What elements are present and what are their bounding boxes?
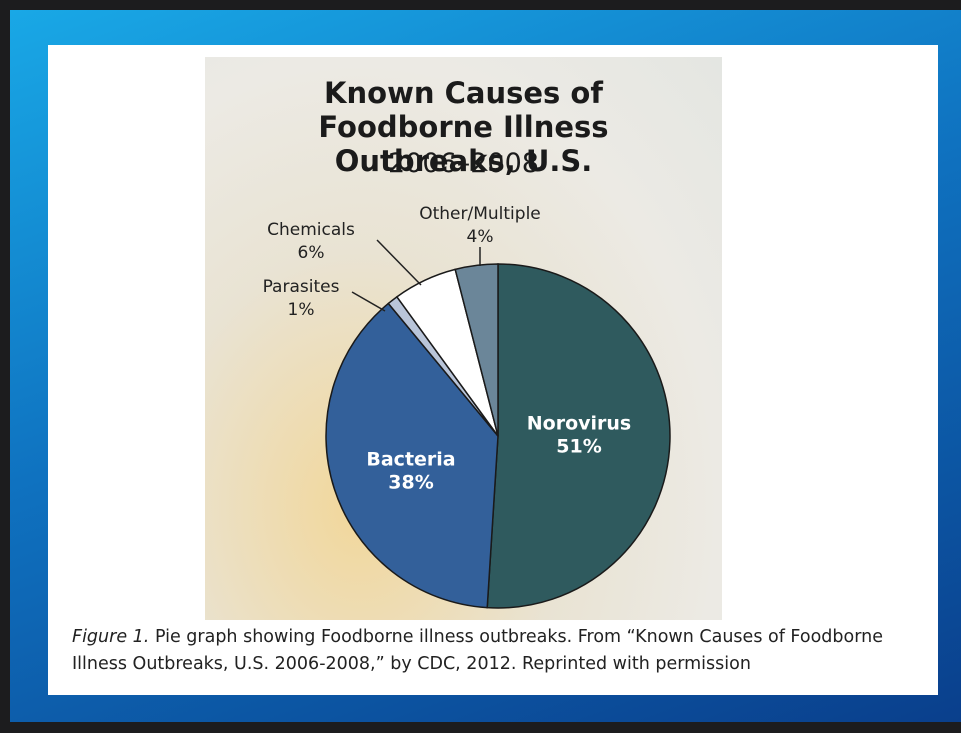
- chart-title: Known Causes of Foodborne Illness Outbre…: [318, 76, 609, 178]
- pie-slice: [454, 263, 499, 437]
- pie-slice: [486, 263, 671, 609]
- value-label: 1%: [288, 300, 315, 320]
- chart-subtitle: 2006–2008: [388, 148, 539, 179]
- caption: Figure 1. Pie graph showing Foodborne il…: [72, 624, 932, 678]
- slice-label: Chemicals: [267, 220, 355, 240]
- value-label: 4%: [467, 227, 494, 247]
- slice-label: Other/Multiple: [419, 204, 541, 224]
- pie-slice: [325, 302, 499, 609]
- leader-line: [376, 239, 422, 286]
- slice-label: Bacteria: [366, 449, 455, 471]
- caption-text: Pie graph showing Foodborne illness outb…: [72, 627, 883, 674]
- value-label: 51%: [556, 436, 601, 458]
- value-label: 38%: [388, 472, 433, 494]
- slice-label: Parasites: [263, 277, 340, 297]
- value-label: 6%: [298, 243, 325, 263]
- caption-label: Figure 1.: [72, 627, 150, 647]
- leader-line: [351, 291, 386, 312]
- slice-label: Norovirus: [527, 413, 631, 435]
